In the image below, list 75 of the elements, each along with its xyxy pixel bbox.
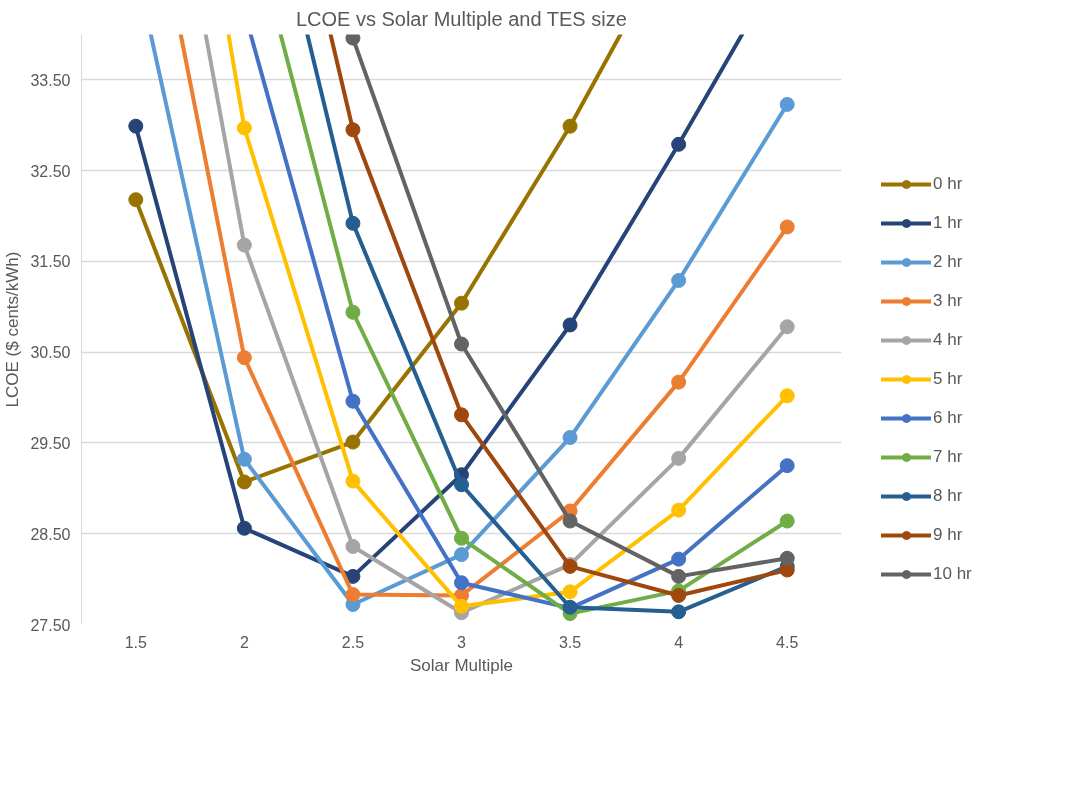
legend-label: 4 hr — [933, 330, 963, 350]
point — [454, 407, 469, 423]
point — [671, 374, 687, 390]
point — [562, 430, 578, 445]
point — [671, 273, 687, 288]
y-tick-label: 28.50 — [30, 525, 71, 543]
legend-label: 3 hr — [933, 291, 963, 311]
point — [128, 192, 144, 208]
point — [454, 477, 469, 493]
point — [454, 598, 469, 614]
x-tick-label: 1.5 — [124, 633, 148, 651]
point — [779, 550, 795, 566]
point — [779, 219, 795, 235]
y-tick-label: 32.50 — [30, 162, 71, 180]
x-tick-label: 3.5 — [558, 633, 582, 651]
point — [671, 551, 687, 567]
legend-label: 6 hr — [933, 408, 963, 428]
point — [236, 237, 252, 253]
point — [345, 568, 361, 584]
point — [562, 584, 578, 600]
y-axis-title: LCOE ($ cents/kWh) — [3, 251, 23, 408]
legend-label: 0 hr — [933, 174, 963, 194]
point — [454, 547, 469, 563]
point — [779, 319, 795, 335]
legend-label: 5 hr — [933, 369, 963, 389]
point — [345, 122, 361, 138]
y-tick-label: 33.50 — [30, 71, 71, 89]
x-tick-label: 2.5 — [341, 633, 365, 651]
point — [345, 34, 361, 46]
legend-label: 9 hr — [933, 525, 963, 545]
x-tick-label: 2 — [239, 633, 249, 651]
legend-label: 2 hr — [933, 252, 963, 272]
point — [671, 136, 687, 152]
y-tick-label: 30.50 — [30, 344, 71, 362]
x-tick-label: 4 — [674, 633, 684, 651]
chart-title: LCOE vs Solar Multiple and TES size — [295, 7, 627, 30]
legend-label: 8 hr — [933, 486, 963, 506]
point — [345, 538, 361, 554]
point — [345, 434, 361, 450]
x-axis-title: Solar Multiple — [410, 655, 514, 675]
x-tick-label: 3 — [457, 633, 467, 651]
point — [454, 575, 469, 591]
legend-label: 10 hr — [933, 564, 972, 584]
point — [562, 317, 578, 333]
x-tick-label: 4.5 — [776, 633, 799, 651]
point — [236, 350, 252, 366]
y-tick-label: 27.50 — [30, 616, 71, 634]
point — [345, 473, 361, 489]
point — [671, 587, 687, 603]
point — [454, 336, 469, 352]
point — [236, 120, 252, 136]
point — [345, 304, 361, 320]
legend-label: 1 hr — [933, 213, 963, 233]
y-tick-label: 31.50 — [30, 253, 71, 271]
point — [236, 451, 252, 467]
y-tick-label: 29.50 — [30, 434, 71, 452]
point — [671, 450, 687, 466]
point — [562, 118, 578, 134]
point — [236, 520, 252, 536]
point — [345, 393, 361, 409]
point — [345, 215, 361, 231]
legend-label: 7 hr — [933, 447, 963, 467]
point — [345, 587, 361, 603]
point — [779, 513, 795, 529]
point — [671, 568, 687, 584]
point — [128, 118, 144, 134]
point — [454, 295, 469, 311]
point — [779, 388, 795, 404]
point — [454, 530, 469, 546]
point — [562, 513, 578, 529]
point — [671, 604, 687, 620]
point — [779, 96, 795, 112]
point — [236, 474, 252, 490]
point — [779, 458, 795, 474]
point — [671, 502, 687, 518]
